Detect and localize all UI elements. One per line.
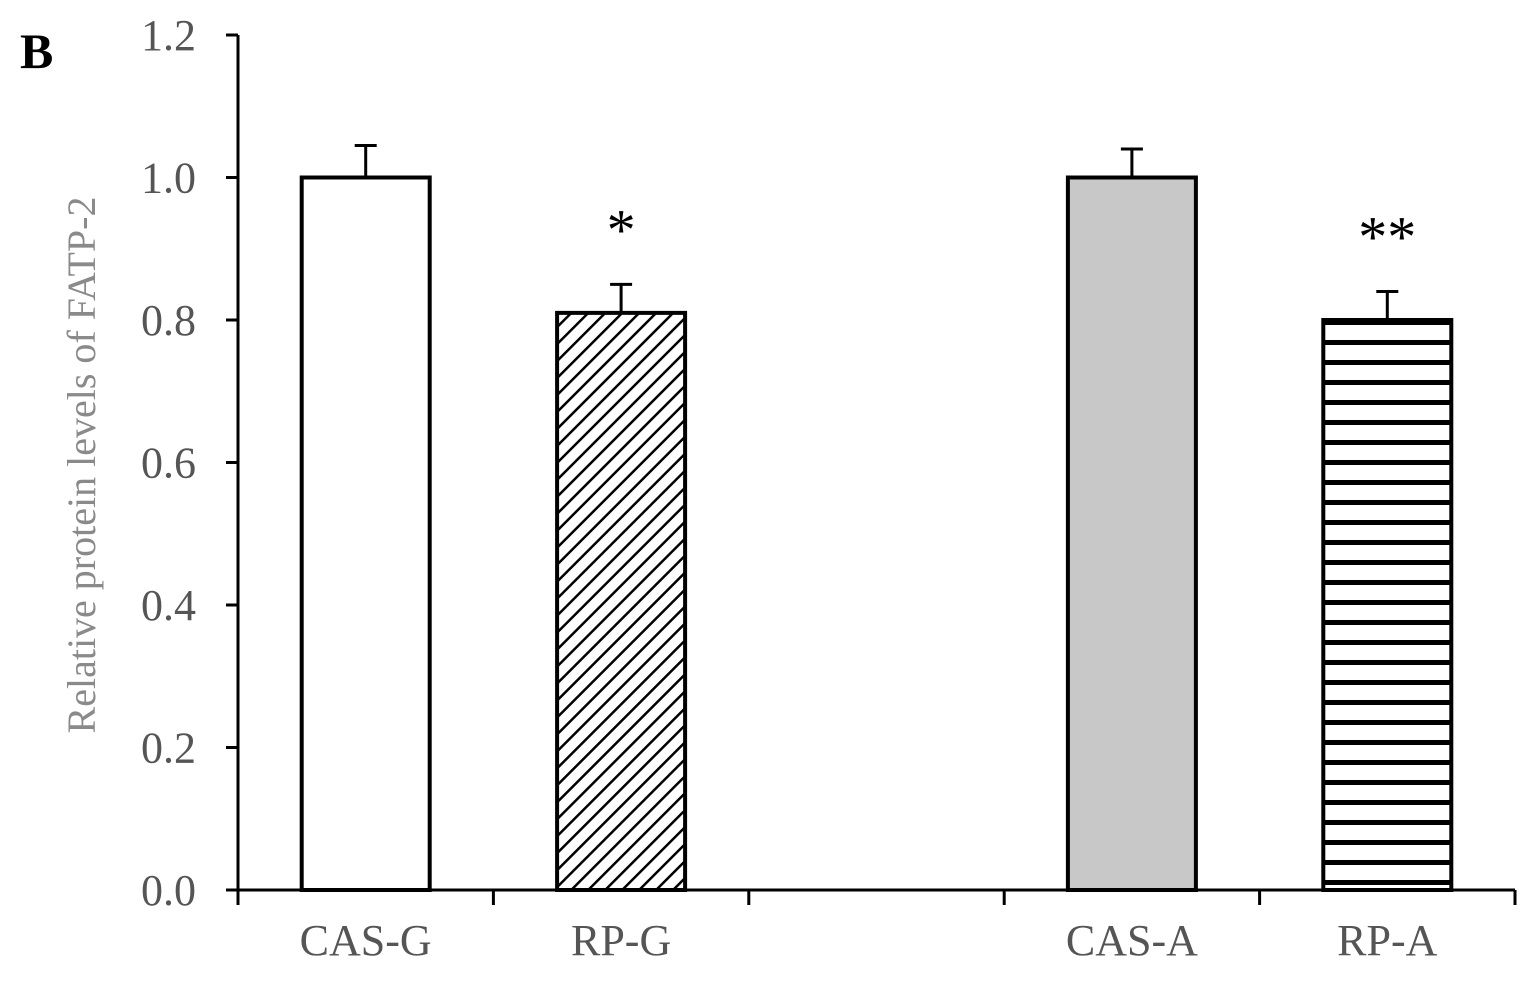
x-tick-label: CAS-A (1066, 916, 1198, 965)
panel-label: B (20, 23, 53, 79)
chart-marks: 0.0 0.2 0.4 0.6 0.8 1.0 1.2 CAS-G RP-G * CAS-A RP-A… (141, 11, 1517, 965)
y-tick-label: 0.4 (141, 581, 196, 630)
y-tick-label: 0.8 (141, 296, 196, 345)
significance-marker: ** (1358, 205, 1416, 270)
x-tick-label: RP-G (571, 916, 671, 965)
x-tick-label: CAS-G (300, 916, 432, 965)
y-tick-label: 1.0 (141, 154, 196, 203)
x-tick-label: RP-A (1337, 916, 1437, 965)
significance-marker: * (607, 197, 636, 262)
y-tick-label: 0.0 (141, 866, 196, 915)
bar (1321, 318, 1454, 892)
y-tick-label: 1.2 (141, 11, 196, 60)
y-tick-label: 0.2 (141, 724, 196, 773)
bar (1065, 175, 1198, 892)
y-axis-label-group: Relative protein levels of FATP-2 (59, 197, 104, 734)
bar (555, 310, 688, 892)
y-tick-label: 0.6 (141, 439, 196, 488)
bar (299, 175, 432, 892)
y-axis-label: Relative protein levels of FATP-2 (59, 197, 104, 734)
